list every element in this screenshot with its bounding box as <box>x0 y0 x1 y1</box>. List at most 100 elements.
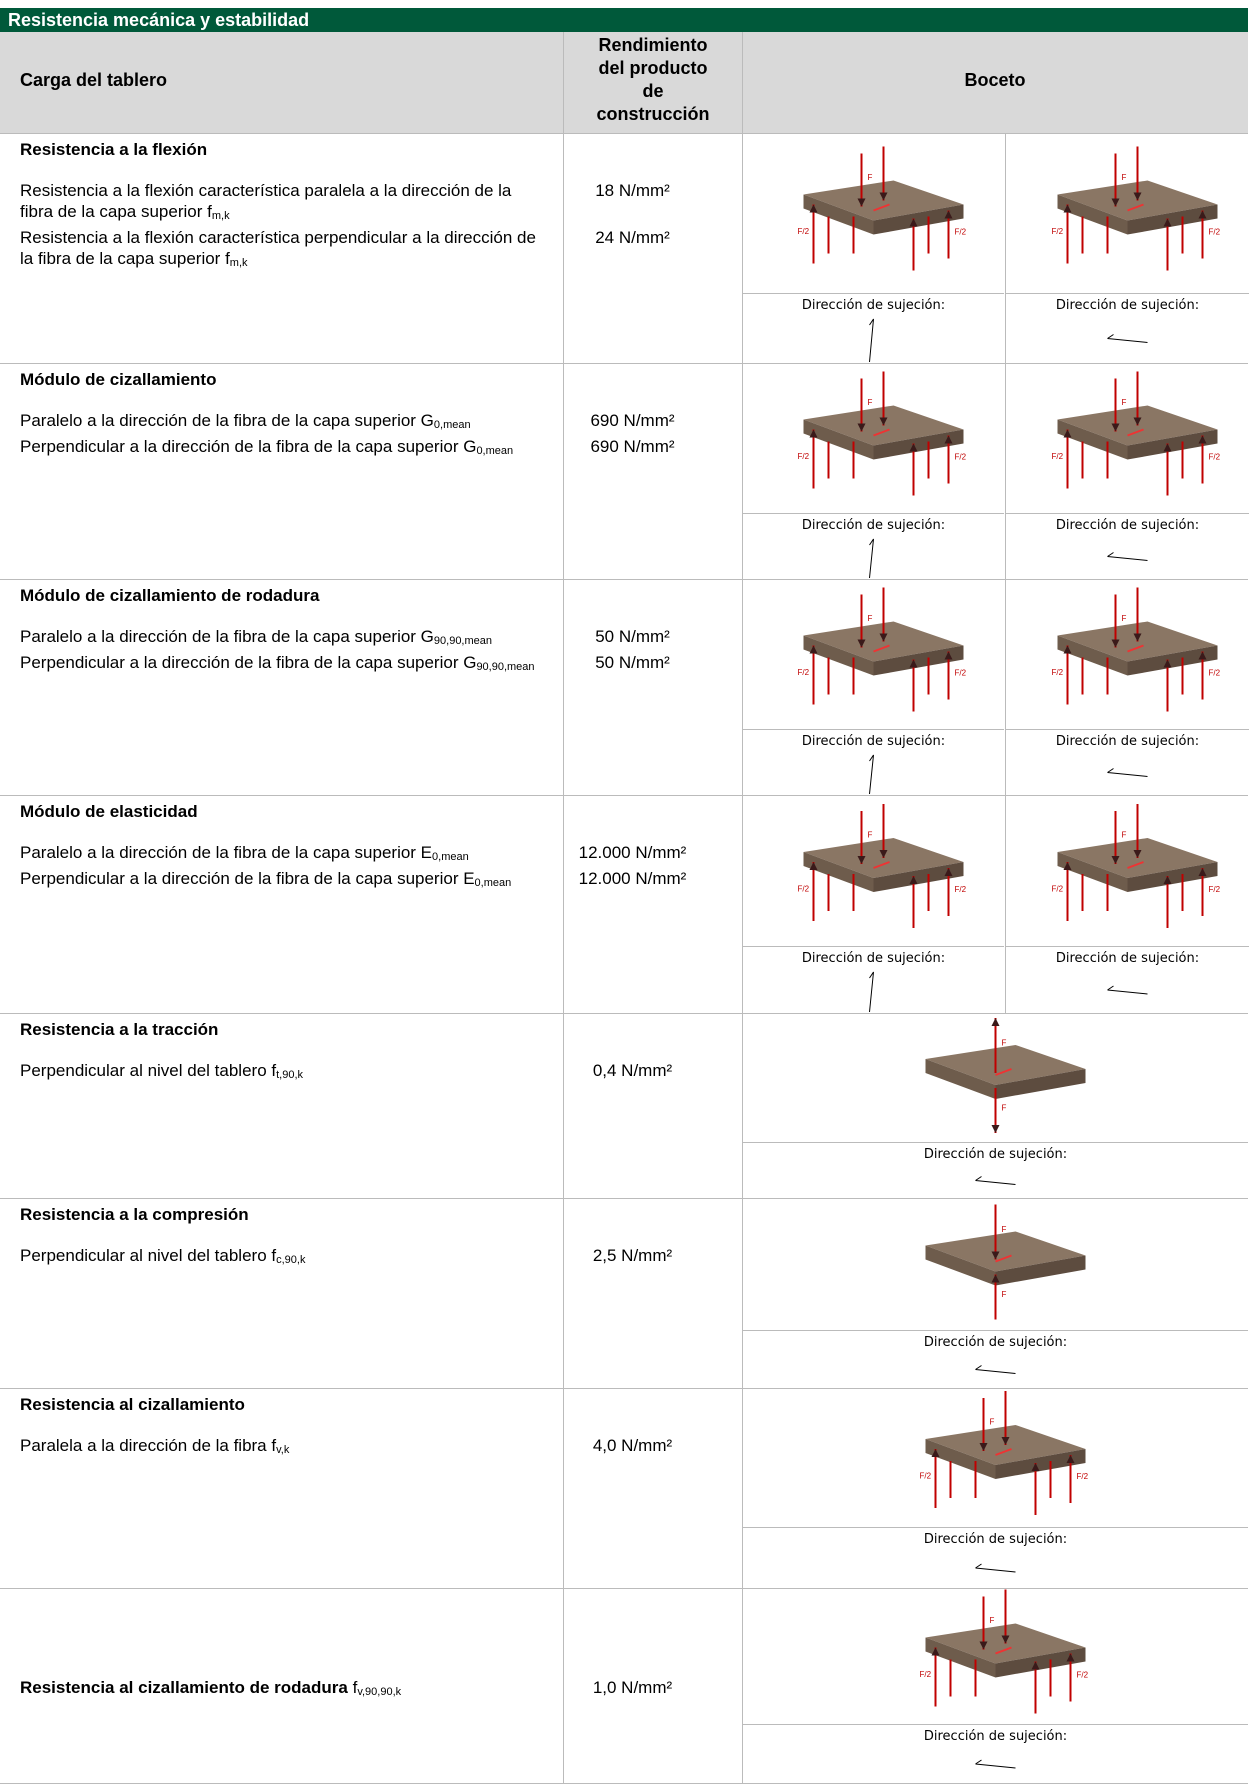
divider <box>563 134 564 363</box>
item-label: Paralela a la dirección de la fibra f <box>20 1436 277 1455</box>
force-label: F/2 <box>920 1472 932 1481</box>
arrow-head <box>879 417 888 426</box>
item-text: Resistencia a la flexión característica … <box>0 227 543 274</box>
force-label: F/2 <box>1209 669 1221 678</box>
divider <box>563 1589 564 1783</box>
item-value: 18 N/mm² <box>595 181 670 200</box>
section-title: Resistencia mecánica y estabilidad <box>0 8 1248 32</box>
row-heading: Módulo de cizallamiento de rodadura <box>20 586 320 605</box>
item-text: Paralelo a la dirección de la fibra de l… <box>0 626 543 652</box>
arrow-head <box>809 204 818 213</box>
sketch-cell: F F/2 F/2 Dirección de sujeción: <box>743 580 1004 795</box>
item-subscript: 90,90,mean <box>476 661 535 673</box>
clamp-label: Dirección de sujeción: <box>743 729 1004 749</box>
arrow-head <box>879 633 888 642</box>
clamp-arrow-line <box>975 1365 1016 1374</box>
clamp-arrow <box>975 1563 1016 1573</box>
force-label: F/2 <box>920 1670 932 1679</box>
arrow-head <box>1163 443 1172 452</box>
sketch: F F/2 F/2 <box>1052 804 1221 928</box>
item: Paralelo a la dirección de la fibra de l… <box>0 842 1248 868</box>
board-side <box>925 1059 996 1099</box>
row-items: Paralelo a la dirección de la fibra de l… <box>0 842 1248 894</box>
arrow-head <box>1066 1653 1075 1662</box>
table-row: Resistencia a la tracción Perpendicular a… <box>0 1014 1248 1199</box>
item-text: Perpendicular a la dirección de la fibra… <box>0 868 543 894</box>
sketch-cell: F F Dirección de sujeción: <box>743 1199 1248 1388</box>
table-row: Resistencia al cizallamiento de rodadura… <box>0 1589 1248 1784</box>
item-label: Resistencia a la flexión característica … <box>20 228 536 268</box>
grain-mark <box>873 203 890 212</box>
divider <box>563 1389 564 1588</box>
force-label: F/2 <box>1052 227 1064 236</box>
clamp-label: Dirección de sujeción: <box>743 293 1004 313</box>
clamp-label: Dirección de sujeción: <box>743 1724 1248 1744</box>
clamp-label: Dirección de sujeción: <box>1006 729 1249 749</box>
clamp-arrow <box>1107 768 1148 777</box>
grain-mark <box>873 644 890 653</box>
table-header: Carga del tablero Rendimiento del produc… <box>0 32 1248 134</box>
board-side <box>803 419 874 460</box>
force-label: F/2 <box>1209 453 1221 462</box>
arrow-head <box>1063 645 1072 654</box>
board-side <box>803 852 874 892</box>
arrow-head <box>1133 633 1142 642</box>
row-items: Resistencia a la flexión característica … <box>0 180 1248 274</box>
board-top <box>925 1231 1086 1272</box>
divider <box>742 796 743 1013</box>
item-text: Resistencia a la flexión característica … <box>0 180 543 227</box>
row-heading: Resistencia a la compresión <box>20 1205 249 1224</box>
item: Resistencia a la flexión característica … <box>0 227 1248 274</box>
item-value: 12.000 N/mm² <box>578 869 687 888</box>
clamp-arrow <box>975 1176 1016 1185</box>
table-row: Módulo de elasticidad Paralelo a la direc… <box>0 796 1249 1014</box>
item-subscript: 0,mean <box>432 851 469 863</box>
item: Perpendicular al nivel del tablero ft,90… <box>0 1060 1248 1086</box>
item-subscript: 0,mean <box>433 419 471 431</box>
clamp-arrow <box>1107 985 1148 995</box>
board-side <box>873 204 964 235</box>
sketch-cell: F F/2 F/2 Dirección de sujeción: <box>1005 134 1249 363</box>
clamp-arrow <box>869 754 874 795</box>
item-text: Paralela a la dirección de la fibra fv,k <box>0 1435 543 1461</box>
board-side <box>1127 645 1218 676</box>
arrow-head <box>1063 862 1072 870</box>
force-label: F <box>1002 1039 1007 1048</box>
clamp-arrow-line <box>975 1563 1016 1573</box>
clamp-arrow-line <box>1107 985 1148 995</box>
item-label: Perpendicular a la dirección de la fibra… <box>20 437 477 456</box>
grain-mark <box>995 1254 1012 1263</box>
force-label: F/2 <box>1209 228 1221 237</box>
row-heading: Resistencia al cizallamiento <box>20 1395 245 1414</box>
arrow-head <box>944 435 953 444</box>
divider <box>563 32 564 133</box>
grain-mark <box>995 1448 1012 1456</box>
sketch-cell: F F/2 F/2 Dirección de sujeción: <box>743 134 1004 363</box>
board-side <box>873 645 964 676</box>
force-label: F/2 <box>1052 885 1064 894</box>
item-value: 1,0 N/mm² <box>592 1677 673 1697</box>
divider <box>563 364 564 579</box>
item-label: Paralelo a la dirección de la fibra de l… <box>20 627 434 646</box>
item-label: Perpendicular al nivel del tablero f <box>20 1061 277 1080</box>
header-sketch: Boceto <box>964 70 1026 90</box>
row-items: Paralela a la dirección de la fibra fv,k… <box>0 1435 1248 1461</box>
table-row: Módulo de cizallamiento de rodadura Paral… <box>0 580 1249 796</box>
row-heading: Resistencia a la flexión <box>20 140 208 159</box>
board-side <box>925 1245 996 1286</box>
clamp-arrow <box>1107 552 1148 561</box>
arrow-head <box>1031 1463 1040 1471</box>
arrow-head <box>991 1251 1000 1260</box>
item-text: Perpendicular al nivel del tablero fc,90… <box>0 1245 543 1271</box>
divider <box>742 1589 743 1783</box>
sketch-cell: F F/2 F/2 Dirección de sujeción: <box>743 796 1004 1013</box>
item-label: f <box>352 1677 358 1697</box>
arrow-head <box>857 856 866 864</box>
arrow-head <box>1063 204 1072 213</box>
clamp-label: Dirección de sujeción: <box>1006 293 1249 313</box>
item-text: Perpendicular a la dirección de la fibra… <box>0 652 543 678</box>
arrow-head <box>1198 210 1207 219</box>
arrow-head <box>1001 1437 1010 1445</box>
grain-mark <box>995 1646 1012 1655</box>
